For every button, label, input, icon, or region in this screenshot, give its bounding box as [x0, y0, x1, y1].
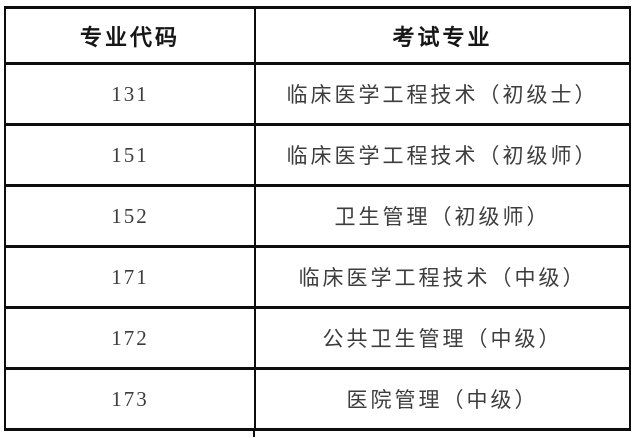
exam-code-table-container: 专业代码 考试专业 131 临床医学工程技术（初级士） 151 临床医学工程技术…	[4, 6, 631, 437]
table-header-row: 专业代码 考试专业	[4, 6, 631, 65]
major-cell: 临床医学工程技术（初级师）	[254, 123, 631, 187]
code-cell: 173	[4, 367, 256, 431]
code-cell: 152	[4, 184, 256, 248]
code-cell: 151	[4, 123, 256, 187]
code-cell: 131	[4, 62, 256, 126]
table-row: 151 临床医学工程技术（初级师）	[4, 123, 631, 187]
column-header-major: 考试专业	[254, 6, 631, 65]
major-cell: 卫生管理（初级师）	[254, 184, 631, 248]
major-cell: 医院管理（中级）	[254, 367, 631, 431]
table-row: 171 临床医学工程技术（中级）	[4, 245, 631, 309]
table-row: 152 卫生管理（初级师）	[4, 184, 631, 248]
column-divider-tail	[253, 429, 255, 437]
table-row: 131 临床医学工程技术（初级士）	[4, 62, 631, 126]
code-cell: 171	[4, 245, 256, 309]
exam-code-table: 专业代码 考试专业 131 临床医学工程技术（初级士） 151 临床医学工程技术…	[4, 6, 631, 431]
table-row: 172 公共卫生管理（中级）	[4, 306, 631, 370]
major-cell: 临床医学工程技术（初级士）	[254, 62, 631, 126]
column-header-code: 专业代码	[4, 6, 256, 65]
code-cell: 172	[4, 306, 256, 370]
major-cell: 公共卫生管理（中级）	[254, 306, 631, 370]
major-cell: 临床医学工程技术（中级）	[254, 245, 631, 309]
table-row: 173 医院管理（中级）	[4, 367, 631, 431]
